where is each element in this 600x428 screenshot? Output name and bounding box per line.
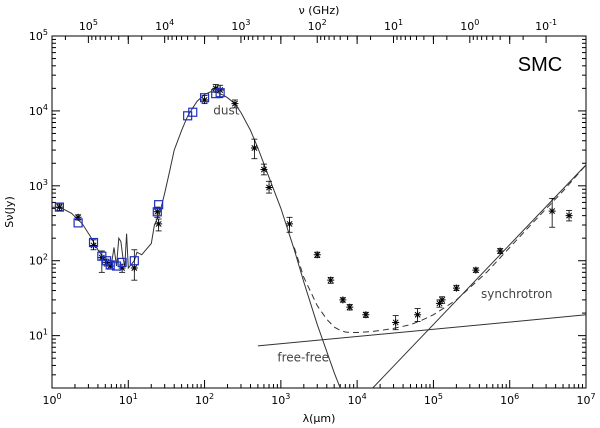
star-marker [313, 251, 321, 259]
top-tick-label: 10-1 [535, 18, 557, 33]
star-marker [74, 213, 82, 221]
star-marker [414, 311, 422, 319]
star-marker [118, 264, 126, 272]
x-tick-label: 101 [119, 392, 138, 407]
star-marker [327, 276, 335, 284]
star-marker [201, 96, 209, 104]
top-tick-label: 101 [384, 18, 403, 33]
model-curves [51, 91, 587, 389]
dust-annotation: dust [213, 103, 239, 117]
x-tick-label: 103 [271, 392, 290, 407]
top-tick-label: 100 [460, 18, 479, 33]
x-axis-title: λ(μm) [303, 412, 336, 425]
square-marker [105, 260, 115, 270]
star-marker [565, 212, 573, 220]
square-marker [54, 202, 64, 212]
star-marker [90, 241, 98, 249]
top-tick-label: 104 [155, 18, 174, 33]
plot-frame [51, 35, 587, 389]
star-marker [55, 203, 63, 211]
tick-labels: 100 101 102 103 104 105 106 107 105 104 103 102 101 1… [29, 18, 596, 407]
top-tick-label: 102 [308, 18, 327, 33]
star-marker [155, 220, 163, 228]
star-marker [286, 220, 294, 228]
model-curve-2 [293, 164, 587, 333]
x-tick-label: 102 [195, 392, 214, 407]
square-marker [117, 257, 127, 267]
star-marker [260, 166, 268, 174]
model-curve-4 [372, 164, 587, 389]
star-marker [362, 311, 370, 319]
star-marker [472, 266, 480, 274]
top-tick-label: 105 [79, 18, 98, 33]
star-marker [548, 207, 556, 215]
star-marker [250, 144, 258, 152]
synchrotron-annotation: synchrotron [481, 287, 553, 301]
star-marker [130, 264, 138, 272]
star-marker [452, 284, 460, 292]
square-marker [152, 207, 162, 217]
y-tick-label: 101 [29, 328, 48, 343]
square-marker [129, 256, 139, 266]
star-marker [231, 100, 239, 108]
x-tick-label: 106 [500, 392, 519, 407]
star-marker [265, 183, 273, 191]
star-marker [153, 208, 161, 216]
star-marker [392, 318, 400, 326]
y-tick-label: 103 [29, 178, 48, 193]
free-free-annotation: free-free [277, 351, 329, 365]
x-tick-label: 104 [348, 392, 367, 407]
top-tick-label: 103 [231, 18, 250, 33]
star-marker [438, 296, 446, 304]
star-marker [98, 254, 106, 262]
square-marker [88, 237, 99, 248]
square-marker [73, 218, 83, 228]
square-marker [215, 88, 225, 98]
y-axis-title: Sν(Jy) [3, 196, 16, 227]
panel-title: SMC [518, 54, 562, 76]
square-marker [188, 107, 198, 117]
x-tick-label: 107 [576, 392, 595, 407]
model-curve-3 [257, 314, 587, 347]
square-marker [154, 200, 164, 210]
x-tick-label: 105 [424, 392, 443, 407]
x-tick-label: 100 [42, 392, 61, 407]
data-points [54, 84, 573, 331]
star-marker [496, 247, 504, 255]
y-tick-label: 102 [29, 253, 48, 268]
top-axis-title: ν (GHz) [299, 4, 340, 17]
y-tick-label: 104 [29, 103, 48, 118]
axis-ticks [52, 36, 586, 388]
star-marker [346, 303, 354, 311]
star-marker [339, 296, 347, 304]
square-marker [199, 93, 210, 103]
star-marker [106, 262, 114, 270]
y-tick-label: 105 [29, 28, 48, 43]
